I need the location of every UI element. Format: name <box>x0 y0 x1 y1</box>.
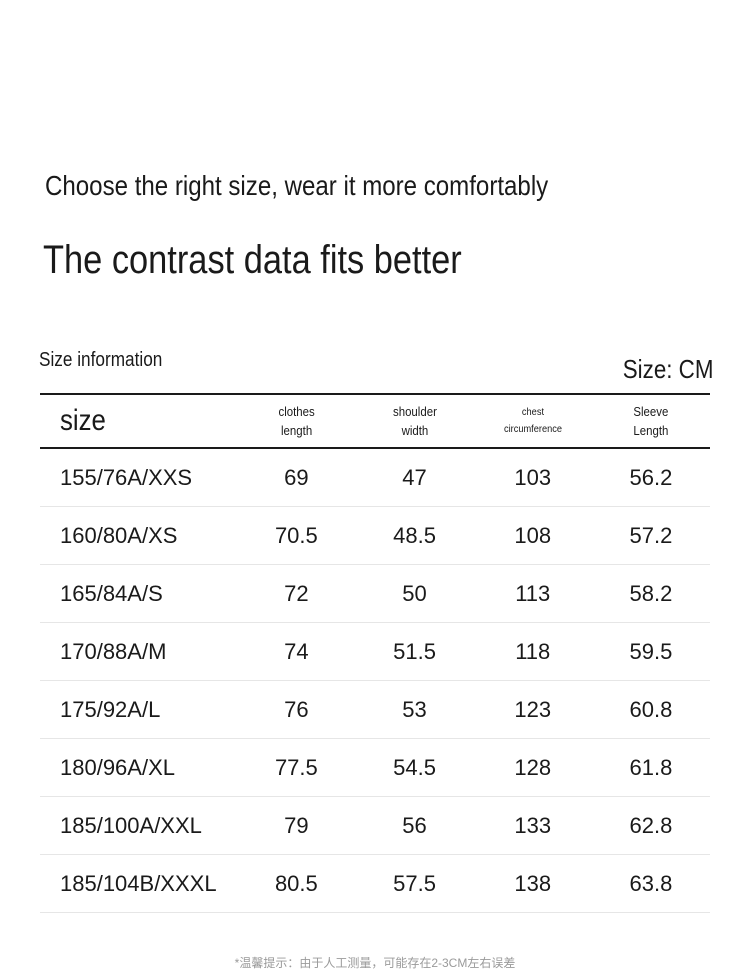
cell-length: 69 <box>284 464 309 490</box>
table-row: 170/88A/M 74 51.5 118 59.5 <box>40 623 710 681</box>
cell-chest: 133 <box>514 812 552 838</box>
cell-sleeve: 62.8 <box>629 812 673 838</box>
table-row: 160/80A/XS 70.5 48.5 108 57.2 <box>40 507 710 565</box>
size-table: size clothes length shoulder width chest… <box>40 393 710 913</box>
cell-chest: 128 <box>514 754 552 780</box>
cell-size: 180/96A/XL <box>60 754 175 780</box>
cell-shoulder: 54.5 <box>393 754 436 780</box>
cell-sleeve: 60.8 <box>629 696 673 722</box>
cell-chest: 113 <box>515 580 551 606</box>
cell-sleeve: 63.8 <box>629 870 673 896</box>
header-chest-cell: chest circumference <box>474 404 592 438</box>
cell-shoulder: 48.5 <box>393 522 436 548</box>
header-chest: chest circumference <box>504 404 562 438</box>
cell-chest: 108 <box>514 522 552 548</box>
cell-shoulder: 57.5 <box>393 870 436 896</box>
header-size-cell: size <box>40 404 237 438</box>
header-size: size <box>60 404 106 437</box>
cell-sleeve: 56.2 <box>629 464 673 490</box>
cell-length: 79 <box>284 812 309 838</box>
cell-size: 185/100A/XXL <box>60 812 202 838</box>
table-row: 175/92A/L 76 53 123 60.8 <box>40 681 710 739</box>
cell-chest: 118 <box>515 638 551 664</box>
table-row: 165/84A/S 72 50 113 58.2 <box>40 565 710 623</box>
cell-chest: 123 <box>514 696 552 722</box>
cell-length: 72 <box>284 580 309 606</box>
cell-size: 170/88A/M <box>60 638 167 664</box>
header-chest-line2: circumference <box>503 423 562 435</box>
table-header: size clothes length shoulder width chest… <box>40 393 710 449</box>
cell-chest: 138 <box>514 870 552 896</box>
headline-secondary: The contrast data fits better <box>43 238 462 282</box>
cell-chest: 103 <box>514 464 552 490</box>
cell-size: 175/92A/L <box>60 696 161 722</box>
cell-sleeve: 61.8 <box>629 754 673 780</box>
table-row: 185/104B/XXXL 80.5 57.5 138 63.8 <box>40 855 710 913</box>
cell-length: 70.5 <box>274 522 318 548</box>
table-row: 185/100A/XXL 79 56 133 62.8 <box>40 797 710 855</box>
cell-sleeve: 59.5 <box>629 638 673 664</box>
table-row: 155/76A/XXS 69 47 103 56.2 <box>40 449 710 507</box>
header-sleeve-line2: Length <box>633 423 669 438</box>
cell-shoulder: 53 <box>402 696 427 722</box>
header-sleeve-line1: Sleeve <box>633 404 669 419</box>
cell-sleeve: 57.2 <box>629 522 673 548</box>
header-shoulder-line2: width <box>401 423 428 438</box>
cell-length: 74 <box>284 638 309 664</box>
cell-length: 77.5 <box>274 754 318 780</box>
cell-shoulder: 47 <box>402 464 427 490</box>
header-length: clothes length <box>278 402 314 440</box>
cell-size: 165/84A/S <box>60 580 163 606</box>
header-chest-line1: chest <box>521 406 544 418</box>
header-shoulder-cell: shoulder width <box>355 402 473 440</box>
cell-shoulder: 50 <box>402 580 427 606</box>
measurement-footnote: *温馨提示：由于人工测量，可能存在2-3CM左右误差 <box>234 956 516 970</box>
header-sleeve-cell: Sleeve Length <box>592 402 710 440</box>
cell-size: 155/76A/XXS <box>60 464 193 490</box>
header-shoulder-line1: shoulder <box>392 404 437 419</box>
size-unit-label: Size: CM <box>622 354 713 384</box>
cell-size: 185/104B/XXXL <box>60 870 217 896</box>
header-length-line2: length <box>280 423 312 438</box>
table-row: 180/96A/XL 77.5 54.5 128 61.8 <box>40 739 710 797</box>
cell-shoulder: 51.5 <box>393 638 436 664</box>
header-length-cell: clothes length <box>237 402 355 440</box>
size-info-label: Size information <box>39 349 163 371</box>
header-shoulder: shoulder width <box>393 402 437 440</box>
cell-length: 80.5 <box>274 870 318 896</box>
cell-size: 160/80A/XS <box>60 522 178 548</box>
header-sleeve: Sleeve Length <box>633 402 668 440</box>
cell-length: 76 <box>284 696 309 722</box>
header-length-line1: clothes <box>278 404 315 419</box>
cell-sleeve: 58.2 <box>629 580 673 606</box>
cell-shoulder: 56 <box>402 812 427 838</box>
headline-primary: Choose the right size, wear it more comf… <box>45 170 549 201</box>
